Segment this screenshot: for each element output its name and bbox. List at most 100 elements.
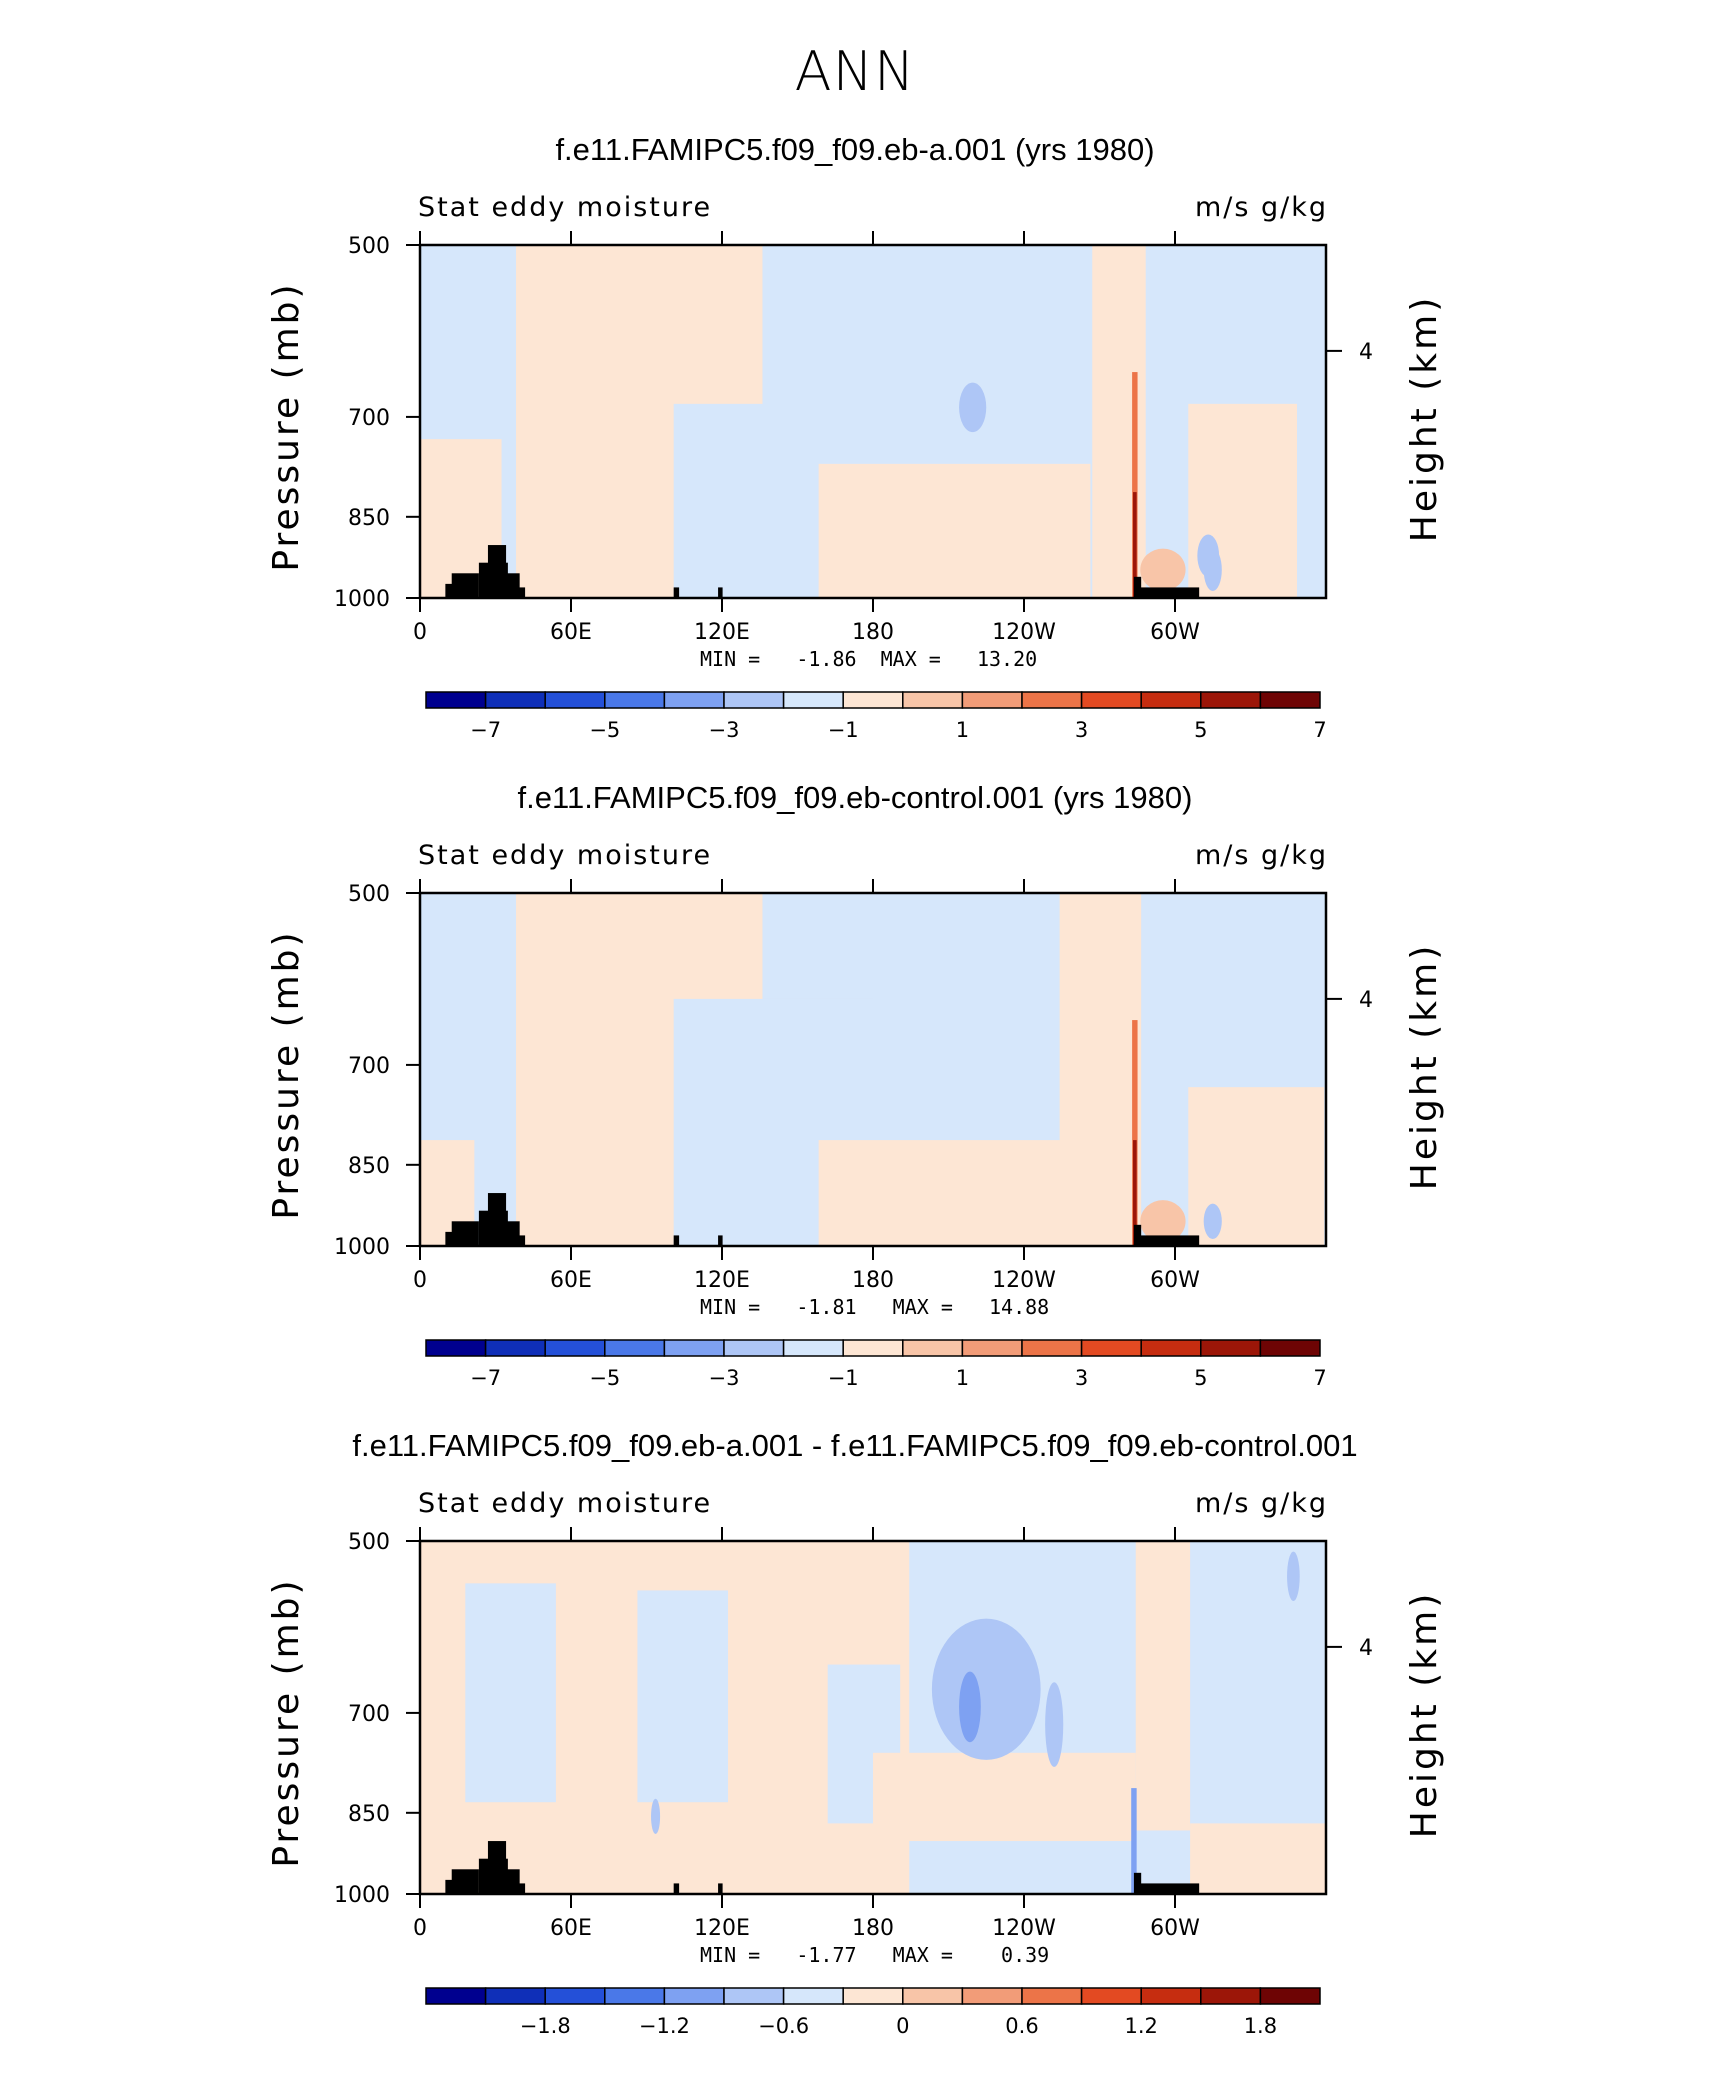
colorbar-swatch (723, 1987, 785, 2005)
y-tick-label: 700 (348, 1702, 390, 1727)
colorbar-label: −3 (709, 718, 740, 742)
colorbar-label: 3 (1075, 1366, 1088, 1390)
x-tick-label: 0 (413, 620, 427, 645)
contour-region (959, 382, 987, 433)
contour-region (818, 463, 1091, 598)
y-tick-label: 500 (348, 882, 390, 907)
topography-block (673, 587, 680, 598)
colorbar-swatch (961, 1339, 1023, 1357)
colorbar-swatch (782, 1339, 844, 1357)
colorbar-label: 1.2 (1124, 2014, 1157, 2038)
topography-block (1135, 1883, 1200, 1894)
x-tick-label: 60W (1150, 620, 1200, 645)
x-tick-label: 60W (1150, 1916, 1200, 1941)
x-tick-label: 120W (992, 620, 1056, 645)
colorbar-label: −1 (828, 1366, 859, 1390)
panel-title: f.e11.FAMIPC5.f09_f09.eb-a.001 (yrs 1980… (555, 132, 1154, 167)
colorbar-swatch (663, 1987, 725, 2005)
contour-region (465, 1583, 556, 1803)
topography-block (1133, 1872, 1142, 1894)
colorbar-label: −7 (470, 1366, 501, 1390)
contour-region (1203, 1203, 1222, 1239)
x-tick-label: 180 (852, 620, 894, 645)
x-tick-label: 120W (992, 1916, 1056, 1941)
colorbar-swatch (484, 691, 546, 709)
colorbar-swatch (663, 1339, 725, 1357)
contour-region (1133, 492, 1137, 598)
colorbar-swatch (723, 691, 785, 709)
y2-axis-title: Height (km) (1404, 1591, 1445, 1838)
y-tick-label: 500 (348, 234, 390, 259)
colorbar-swatch (1021, 1339, 1083, 1357)
colorbar-swatch (782, 1987, 844, 2005)
contour-region (651, 1798, 661, 1834)
colorbar-swatch (1259, 1339, 1321, 1357)
panel-title: f.e11.FAMIPC5.f09_f09.eb-control.001 (yr… (518, 780, 1193, 815)
panel-1: f.e11.FAMIPC5.f09_f09.eb-a.001 (yrs 1980… (266, 132, 1445, 742)
x-tick-label: 120E (694, 1916, 750, 1941)
x-tick-label: 60E (550, 1916, 592, 1941)
colorbar-swatch (544, 691, 606, 709)
colorbar-swatch (425, 691, 487, 709)
contour-region (931, 1618, 1041, 1760)
panel-2: f.e11.FAMIPC5.f09_f09.eb-control.001 (yr… (266, 780, 1445, 1390)
colorbar-swatch (1080, 1339, 1142, 1357)
y-tick-label: 850 (348, 506, 390, 531)
colorbar-swatch (902, 691, 964, 709)
topography-block (673, 1883, 680, 1894)
contour-region (1092, 245, 1146, 598)
colorbar-swatch (425, 1339, 487, 1357)
x-tick-label: 120E (694, 620, 750, 645)
colorbar-label: −0.6 (758, 2014, 809, 2038)
y-tick-label: 700 (348, 406, 390, 431)
x-tick-label: 120E (694, 1268, 750, 1293)
colorbar-swatch (544, 1339, 606, 1357)
colorbar-swatch (1200, 1987, 1262, 2005)
y2-tick-label: 4 (1359, 1636, 1373, 1661)
topography-block (497, 562, 508, 598)
colorbar-swatch (1200, 1339, 1262, 1357)
topography-block (478, 1858, 490, 1894)
topography-block (497, 1210, 508, 1246)
colorbar-label: 5 (1194, 718, 1207, 742)
colorbar-label: −5 (589, 1366, 620, 1390)
contour-region (1190, 1823, 1326, 1894)
topography-block (673, 1235, 680, 1246)
x-tick-label: 0 (413, 1268, 427, 1293)
y2-tick-label: 4 (1359, 988, 1373, 1013)
colorbar-swatch (1140, 1987, 1202, 2005)
left-label: Stat eddy moisture (418, 192, 712, 223)
y-tick-label: 1000 (334, 1883, 390, 1908)
colorbar-label: −7 (470, 718, 501, 742)
y-tick-label: 700 (348, 1054, 390, 1079)
colorbar-swatch (902, 1339, 964, 1357)
contour-region (637, 1590, 729, 1803)
min-max-text: MIN = -1.81 MAX = 14.88 (700, 1295, 1049, 1319)
contour-region (1133, 1140, 1137, 1246)
colorbar-label: −3 (709, 1366, 740, 1390)
colorbar-swatch (1259, 691, 1321, 709)
colorbar-swatch (1080, 1987, 1142, 2005)
colorbar-swatch (604, 1987, 666, 2005)
colorbar-label: 3 (1075, 718, 1088, 742)
colorbar-label: −1.8 (520, 2014, 571, 2038)
colorbar-swatch (961, 1987, 1023, 2005)
topography-block (451, 1869, 479, 1894)
colorbar-label: −1.2 (639, 2014, 690, 2038)
topography-block (506, 1221, 520, 1246)
colorbar-swatch (604, 691, 666, 709)
colorbar-swatch (1021, 691, 1083, 709)
colorbar-swatch (1140, 1339, 1202, 1357)
colorbar-label: 5 (1194, 1366, 1207, 1390)
colorbar-label: 1 (956, 718, 969, 742)
contour-region (1140, 548, 1186, 591)
topography-block (506, 1869, 520, 1894)
contour-region (1132, 1020, 1138, 1246)
contour-region (1135, 1541, 1191, 1831)
colorbar-label: 0.6 (1005, 2014, 1038, 2038)
colorbar-label: 0 (896, 2014, 909, 2038)
x-tick-label: 120W (992, 1268, 1056, 1293)
colorbar-swatch (961, 691, 1023, 709)
panel-3: f.e11.FAMIPC5.f09_f09.eb-a.001 - f.e11.F… (266, 1428, 1445, 2038)
